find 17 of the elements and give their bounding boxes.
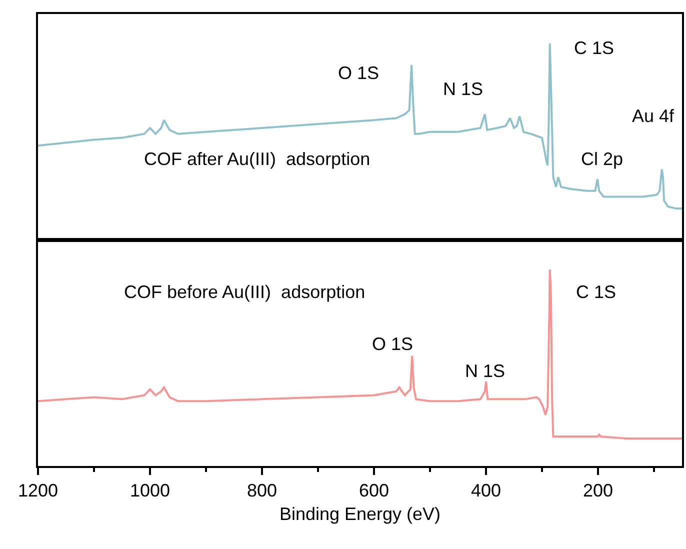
x-tick-label: 200 xyxy=(582,480,614,500)
annotation: Au 4f xyxy=(632,106,676,126)
x-tick-label: 600 xyxy=(358,480,390,500)
annotation: N 1S xyxy=(443,79,484,99)
x-tick-label: 800 xyxy=(246,480,278,500)
annotation: C 1S xyxy=(576,282,616,302)
x-tick-label: 1200 xyxy=(18,480,58,500)
x-axis-title: Binding Energy (eV) xyxy=(279,504,441,524)
text: COF before Au(III) adsorption xyxy=(124,282,366,302)
annotation: C 1S xyxy=(574,38,614,58)
annotation: O 1S xyxy=(372,334,414,354)
annotation: O 1S xyxy=(338,63,380,83)
x-tick-label: 400 xyxy=(470,480,502,500)
annotation: N 1S xyxy=(465,361,506,381)
annotation: Cl 2p xyxy=(581,149,624,169)
series-label: COF after Au(III) adsorption xyxy=(144,149,370,169)
x-tick-label: 1000 xyxy=(130,480,170,500)
